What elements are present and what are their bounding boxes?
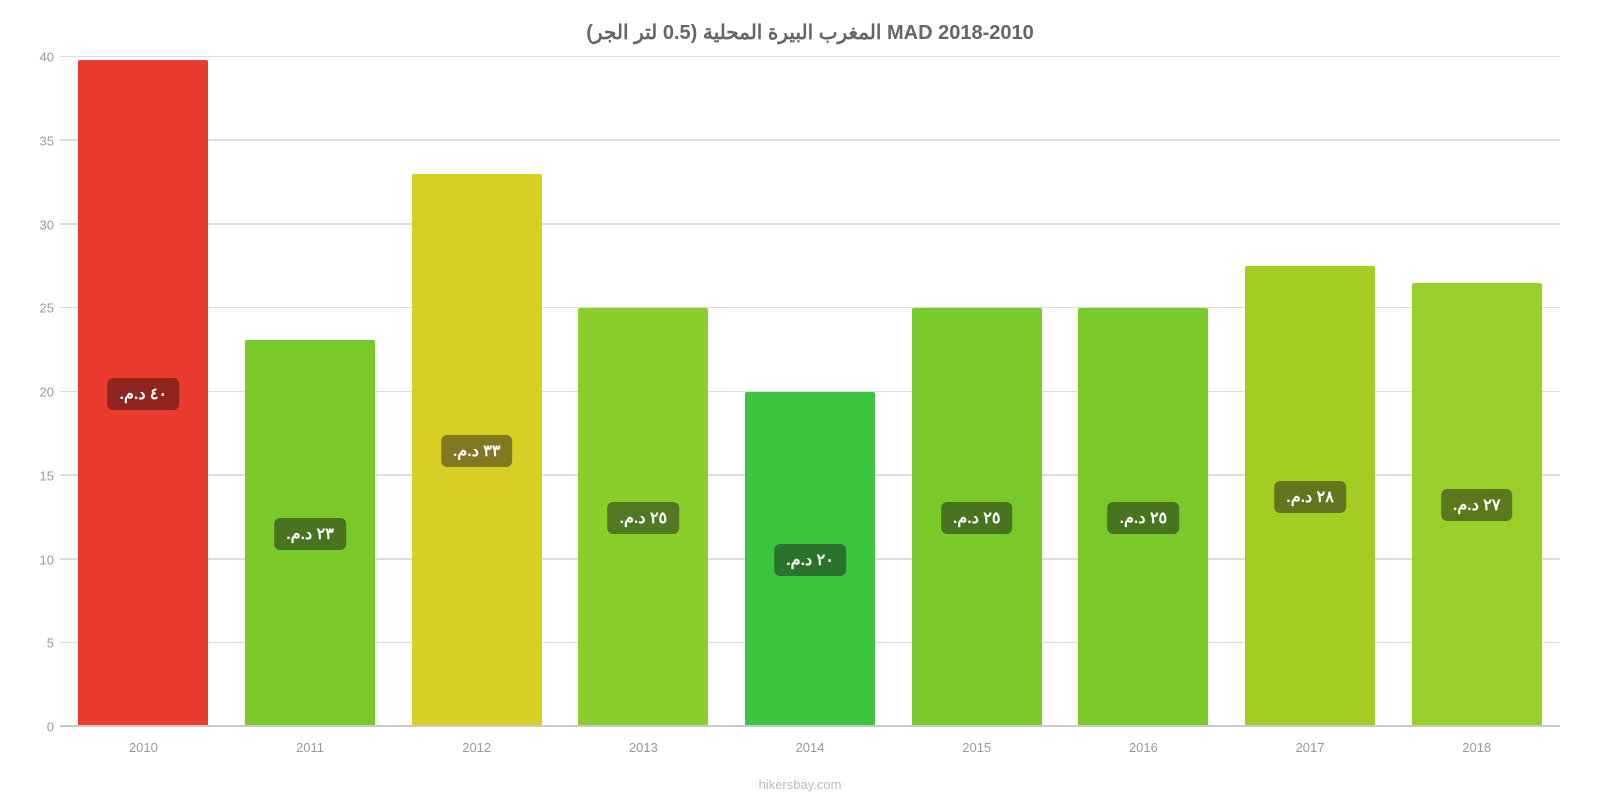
bar-slot: ٢٠ د.م. <box>727 57 894 727</box>
bar-value-label: ٢٣ د.م. <box>274 518 346 550</box>
bar-value-label: ٢٥ د.م. <box>941 502 1013 534</box>
bar-value-label: ٤٠ د.م. <box>108 378 180 410</box>
y-tick-label: 35 <box>40 133 54 148</box>
x-tick-label: 2013 <box>560 740 727 755</box>
bar-slot: ٢٥ د.م. <box>893 57 1060 727</box>
x-tick-label: 2016 <box>1060 740 1227 755</box>
bar-value-label: ٣٣ د.م. <box>441 435 513 467</box>
bar-slot: ٤٠ د.م. <box>60 57 227 727</box>
bar: ٢٥ د.م. <box>912 308 1042 727</box>
y-tick-label: 25 <box>40 301 54 316</box>
credit-text: hikersbay.com <box>759 777 842 792</box>
y-tick-label: 40 <box>40 50 54 65</box>
x-tick-label: 2014 <box>727 740 894 755</box>
bar: ٢٥ د.م. <box>578 308 708 727</box>
bar-slot: ٢٨ د.م. <box>1227 57 1394 727</box>
y-tick-label: 30 <box>40 217 54 232</box>
x-tick-label: 2017 <box>1227 740 1394 755</box>
x-tick-label: 2015 <box>893 740 1060 755</box>
bar: ٢٧ د.م. <box>1412 283 1542 727</box>
bar: ٤٠ د.م. <box>78 60 208 727</box>
x-tick-label: 2011 <box>227 740 394 755</box>
bar-value-label: ٢٥ د.م. <box>1108 502 1180 534</box>
x-tick-label: 2010 <box>60 740 227 755</box>
y-tick-label: 20 <box>40 385 54 400</box>
bar-slot: ٢٥ د.م. <box>1060 57 1227 727</box>
bar-slot: ٣٣ د.م. <box>393 57 560 727</box>
chart-title: المغرب البيرة المحلية (0.5 لتر الجر) MAD… <box>60 20 1560 45</box>
bar-slot: ٢٥ د.م. <box>560 57 727 727</box>
y-tick-label: 10 <box>40 552 54 567</box>
bars-group: ٤٠ د.م. ٢٣ د.م. ٣٣ د.م. ٢٥ د.م. ٢٠ د.م. ٢٥ د.… <box>60 57 1560 727</box>
bar: ٢٥ د.م. <box>1078 308 1208 727</box>
bar-value-label: ٢٨ د.م. <box>1274 481 1346 513</box>
x-tick-label: 2012 <box>393 740 560 755</box>
bar-value-label: ٢٥ د.م. <box>608 502 680 534</box>
bar: ٣٣ د.م. <box>412 174 542 727</box>
y-tick-label: 5 <box>47 636 54 651</box>
bar-value-label: ٢٠ د.م. <box>774 544 846 576</box>
y-tick-label: 15 <box>40 468 54 483</box>
bar-slot: ٢٣ د.م. <box>227 57 394 727</box>
x-tick-label: 2018 <box>1393 740 1560 755</box>
y-axis: 0510152025303540 <box>20 57 60 727</box>
bar: ٢٠ د.م. <box>745 392 875 727</box>
bar: ٢٣ د.م. <box>245 340 375 727</box>
plot-area: 0510152025303540 ٤٠ د.م.٢٣ د.م.٣٣ د.م.٢٥… <box>60 57 1560 727</box>
x-axis: 201020112012201320142015201620172018 <box>60 740 1560 755</box>
y-tick-label: 0 <box>47 720 54 735</box>
bar-slot: ٢٧ د.م. <box>1393 57 1560 727</box>
bar-value-label: ٢٧ د.م. <box>1441 489 1513 521</box>
chart-container: المغرب البيرة المحلية (0.5 لتر الجر) MAD… <box>0 0 1600 800</box>
baseline <box>60 725 1560 727</box>
bar: ٢٨ د.م. <box>1245 266 1375 727</box>
